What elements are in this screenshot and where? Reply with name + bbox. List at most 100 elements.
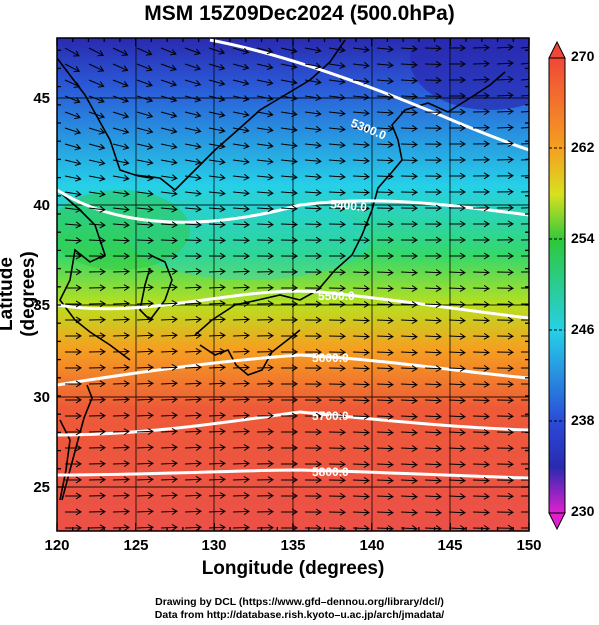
cold-core-patch xyxy=(410,38,529,110)
wind-arrow xyxy=(304,476,322,484)
wind-arrow xyxy=(232,221,250,228)
wind-arrow xyxy=(520,463,529,465)
wind-arrow xyxy=(256,221,274,228)
wind-arrow xyxy=(376,429,394,436)
wind-arrow xyxy=(352,380,370,388)
wind-arrow xyxy=(304,78,322,86)
wind-arrow xyxy=(400,349,418,356)
colorbar-label-238: 238 xyxy=(571,412,595,428)
wind-arrow xyxy=(328,428,346,436)
wind-arrow xyxy=(376,236,394,244)
wind-arrow xyxy=(208,174,226,181)
wind-arrow xyxy=(352,316,370,324)
wind-arrow xyxy=(136,127,154,135)
wind-arrow xyxy=(496,412,514,420)
wind-arrow xyxy=(88,492,106,500)
axis-ticks xyxy=(56,38,530,531)
colorbar-label-230: 230 xyxy=(571,503,595,519)
wind-arrow xyxy=(280,220,298,228)
wind-arrow xyxy=(472,252,490,260)
wind-arrow xyxy=(64,190,82,198)
wind-arrow xyxy=(208,332,226,339)
wind-arrow xyxy=(304,332,322,340)
wind-arrow xyxy=(136,332,154,339)
wind-arrow xyxy=(232,332,250,340)
wind-arrow xyxy=(496,156,514,164)
wind-arrow xyxy=(208,428,226,435)
wind-arrow xyxy=(352,284,370,292)
wind-arrow xyxy=(448,509,466,516)
wind-arrow xyxy=(88,159,106,166)
wind-arrow xyxy=(136,460,154,467)
wind-arrow xyxy=(160,63,177,72)
wind-arrow xyxy=(208,300,226,307)
wind-arrow xyxy=(88,79,105,88)
wind-arrow xyxy=(208,412,226,419)
wind-arrow xyxy=(328,125,346,133)
wind-arrow xyxy=(448,445,466,452)
wind-arrow xyxy=(496,124,514,131)
wind-arrow xyxy=(184,158,202,166)
wind-arrow xyxy=(472,60,490,68)
wind-arrow xyxy=(208,95,226,103)
wind-arrow xyxy=(520,287,529,289)
wind-arrow xyxy=(496,236,514,244)
wind-arrow xyxy=(352,412,370,420)
wind-arrow xyxy=(352,268,370,276)
wind-arrow xyxy=(352,300,370,308)
wind-arrow xyxy=(400,413,418,420)
wind-arrow xyxy=(352,444,370,452)
wind-arrow xyxy=(520,383,529,385)
wind-arrow xyxy=(112,127,130,135)
wind-arrow xyxy=(424,349,442,356)
wind-arrow xyxy=(184,380,202,387)
wind-arrow xyxy=(184,412,202,419)
wind-arrow xyxy=(136,476,154,483)
wind-arrow xyxy=(328,173,346,181)
wind-arrow xyxy=(232,508,250,516)
wind-arrow xyxy=(448,108,466,116)
wind-arrow xyxy=(112,524,130,531)
wind-arrow xyxy=(160,396,178,403)
wind-arrow xyxy=(184,300,202,307)
wind-arrow xyxy=(232,492,250,500)
wind-arrow xyxy=(376,333,394,340)
wind-arrow xyxy=(64,476,82,484)
wind-arrow xyxy=(256,173,274,181)
wind-arrow xyxy=(424,220,442,228)
wind-arrow xyxy=(184,79,202,87)
wind-arrow xyxy=(280,364,298,372)
wind-arrow xyxy=(424,92,442,100)
wind-arrow xyxy=(208,111,226,118)
wind-arrow xyxy=(232,268,250,276)
contour-label-5600: 5600.0 xyxy=(312,351,349,365)
wind-arrow xyxy=(424,44,442,52)
wind-arrow xyxy=(472,76,490,84)
wind-arrow xyxy=(232,348,250,356)
wind-arrow xyxy=(88,348,106,356)
wind-arrow xyxy=(112,428,130,436)
colorbar-bottom-arrow xyxy=(548,512,566,531)
wind-arrow xyxy=(496,316,514,324)
wind-arrow xyxy=(400,397,418,404)
wind-arrow xyxy=(496,428,514,436)
wind-arrow xyxy=(424,413,442,420)
wind-arrow xyxy=(256,508,274,516)
wind-arrow xyxy=(304,460,322,468)
wind-arrow xyxy=(256,79,274,86)
wind-arrow xyxy=(256,476,274,484)
colorbar-scale xyxy=(548,57,566,514)
wind-arrow xyxy=(520,255,529,257)
wind-arrow xyxy=(448,76,466,84)
wind-arrow xyxy=(64,284,82,292)
wind-arrow xyxy=(448,172,466,180)
wind-arrow xyxy=(256,380,274,388)
wind-arrow xyxy=(208,221,226,229)
wind-arrow xyxy=(448,317,466,324)
wind-arrow xyxy=(208,79,226,87)
wind-arrow xyxy=(304,46,322,54)
wind-arrow xyxy=(160,476,178,483)
wind-arrow xyxy=(112,252,130,260)
wind-arrow xyxy=(328,460,346,468)
wind-arrow xyxy=(328,46,346,54)
